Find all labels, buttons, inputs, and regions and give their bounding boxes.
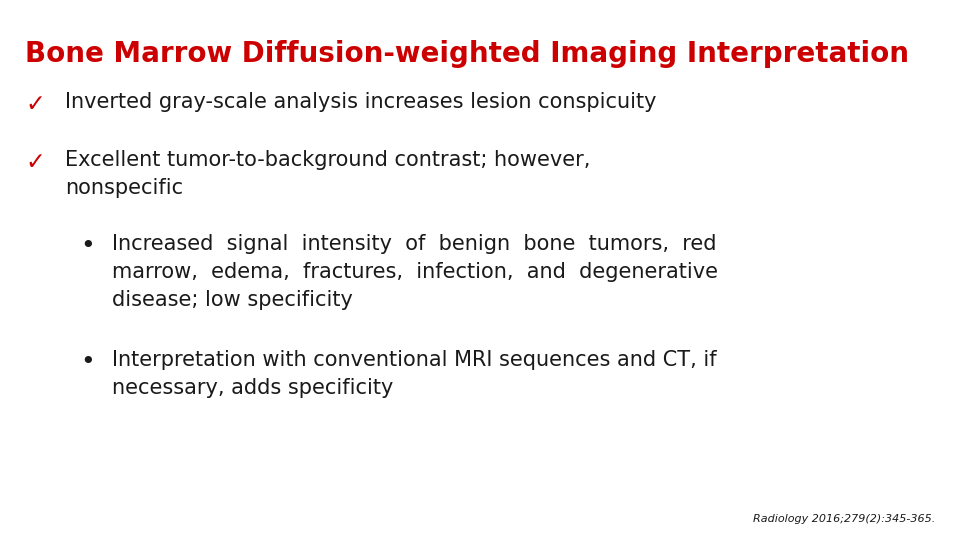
Text: Radiology 2016;279(2):345-365.: Radiology 2016;279(2):345-365.: [753, 514, 935, 524]
Text: ✓: ✓: [25, 92, 45, 116]
Text: •: •: [80, 234, 95, 258]
Text: •: •: [80, 350, 95, 374]
Text: Inverted gray-scale analysis increases lesion conspicuity: Inverted gray-scale analysis increases l…: [65, 92, 657, 112]
Text: ✓: ✓: [25, 150, 45, 174]
Text: Interpretation with conventional MRI sequences and CT, if
necessary, adds specif: Interpretation with conventional MRI seq…: [112, 350, 716, 398]
Text: Bone Marrow Diffusion-weighted Imaging Interpretation: Bone Marrow Diffusion-weighted Imaging I…: [25, 40, 909, 68]
Text: Excellent tumor-to-background contrast; however,
nonspecific: Excellent tumor-to-background contrast; …: [65, 150, 590, 198]
Text: Increased  signal  intensity  of  benign  bone  tumors,  red
marrow,  edema,  fr: Increased signal intensity of benign bon…: [112, 234, 718, 310]
